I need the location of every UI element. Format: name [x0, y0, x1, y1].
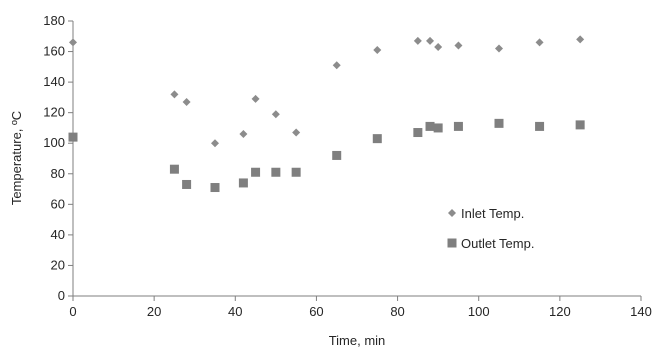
outlet-point [271, 167, 281, 177]
outlet-point [291, 167, 301, 177]
legend: Inlet Temp. Outlet Temp. [447, 206, 534, 251]
inlet-point [182, 97, 191, 106]
x-axis-title: Time, min [329, 333, 386, 348]
inlet-point [239, 130, 248, 139]
axes [72, 21, 641, 297]
outlet-point [575, 120, 585, 130]
outlet-point [169, 164, 179, 174]
outlet-point [238, 178, 248, 188]
x-tick-label: 20 [147, 304, 161, 319]
y-tick-label: 80 [51, 166, 65, 181]
legend-inlet-label: Inlet Temp. [461, 206, 524, 221]
inlet-point [271, 110, 280, 119]
inlet-point [211, 139, 219, 148]
outlet-point [68, 132, 78, 142]
outlet-series [68, 118, 585, 193]
y-tick-label: 160 [43, 44, 65, 59]
inlet-point [426, 36, 435, 45]
y-tick-label: 100 [43, 135, 65, 150]
inlet-point [332, 61, 341, 70]
y-axis-title: Temperature, ºC [9, 111, 24, 205]
y-tick-label: 140 [43, 74, 65, 89]
inlet-point [535, 38, 544, 47]
outlet-point [413, 128, 423, 138]
x-tick-label: 100 [468, 304, 490, 319]
outlet-point [494, 118, 504, 128]
inlet-point [454, 41, 463, 50]
y-axis-ticks: 0 20 40 60 80 100 120 140 160 180 [43, 13, 73, 303]
x-tick-label: 60 [309, 304, 323, 319]
inlet-point [495, 44, 503, 53]
outlet-point [332, 150, 342, 160]
outlet-point [535, 121, 545, 131]
x-tick-label: 120 [549, 304, 571, 319]
outlet-point [433, 123, 443, 133]
outlet-point [453, 121, 463, 131]
x-tick-label: 0 [69, 304, 76, 319]
x-tick-label: 80 [390, 304, 404, 319]
y-tick-label: 60 [51, 196, 65, 211]
x-tick-label: 140 [630, 304, 652, 319]
outlet-point [182, 179, 192, 189]
inlet-series [69, 35, 585, 148]
x-axis-ticks: 0 20 40 60 80 100 120 140 [69, 296, 652, 319]
y-tick-label: 120 [43, 105, 65, 120]
legend-inlet-marker [448, 209, 456, 217]
inlet-point [434, 42, 443, 51]
y-tick-label: 180 [43, 13, 65, 28]
inlet-point [170, 90, 179, 99]
y-tick-label: 20 [51, 257, 65, 272]
outlet-point [425, 121, 435, 131]
inlet-point [251, 94, 260, 103]
inlet-point [576, 35, 585, 44]
legend-outlet-marker [447, 238, 457, 248]
inlet-point [413, 36, 422, 45]
x-tick-label: 40 [228, 304, 242, 319]
inlet-point [292, 128, 301, 137]
outlet-point [372, 134, 382, 144]
inlet-point [373, 46, 382, 55]
legend-outlet-label: Outlet Temp. [461, 236, 534, 251]
y-tick-label: 40 [51, 227, 65, 242]
outlet-point [210, 183, 220, 193]
data-points [68, 35, 585, 193]
y-tick-label: 0 [58, 288, 65, 303]
outlet-point [251, 167, 261, 177]
inlet-point [69, 38, 77, 47]
